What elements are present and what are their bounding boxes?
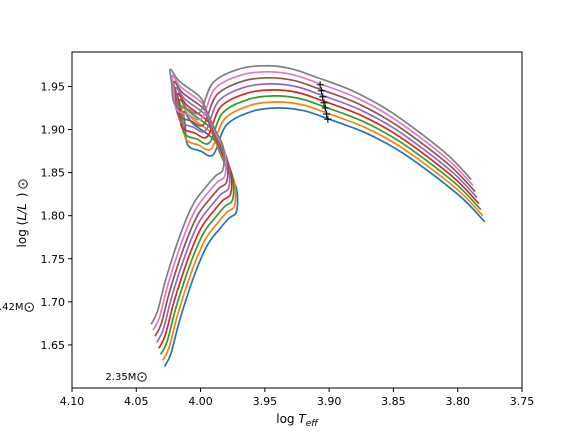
x-tick-label: 4.05 bbox=[124, 395, 149, 408]
mass-annotations: 2.42M 2.35M bbox=[0, 302, 147, 383]
x-axis-label: log Teff bbox=[276, 412, 319, 429]
track-line-5 bbox=[156, 83, 478, 343]
y-tick-label: 1.90 bbox=[41, 124, 66, 137]
x-tick-label: 4.10 bbox=[60, 395, 85, 408]
plus-marker bbox=[324, 115, 332, 123]
track-line-2 bbox=[161, 101, 484, 361]
x-tick-label: 3.90 bbox=[317, 395, 342, 408]
track-line-1 bbox=[163, 107, 486, 367]
plus-marker bbox=[320, 99, 328, 107]
x-tick-label: 4.00 bbox=[188, 395, 213, 408]
sun-symbol-icon bbox=[24, 302, 34, 312]
evolutionary-tracks bbox=[150, 64, 486, 367]
plus-marker bbox=[321, 104, 329, 112]
y-tick-label: 1.95 bbox=[41, 80, 66, 93]
track-markers bbox=[316, 81, 332, 123]
plus-marker bbox=[316, 81, 324, 89]
plus-marker bbox=[317, 87, 325, 95]
sun-symbol-dot bbox=[28, 306, 31, 309]
mass-label: 2.35M bbox=[105, 372, 136, 383]
sun-symbol-icon bbox=[137, 372, 147, 382]
x-tick-label: 3.85 bbox=[381, 395, 406, 408]
y-label-sun-symbol bbox=[18, 179, 28, 189]
x-tick-label: 3.75 bbox=[510, 395, 535, 408]
x-tick-label: 3.80 bbox=[445, 395, 470, 408]
plot-frame bbox=[71, 51, 523, 389]
track-line-8 bbox=[150, 64, 472, 325]
y-tick-label: 1.85 bbox=[41, 167, 66, 180]
track-line-6 bbox=[154, 76, 476, 337]
y-axis-ticks: 1.65 1.70 1.75 1.80 1.85 1.90 1.95 bbox=[41, 80, 72, 352]
x-axis-ticks: 4.10 4.05 4.00 3.95 3.90 3.85 3.80 3.75 bbox=[60, 388, 535, 408]
x-tick-label: 3.95 bbox=[253, 395, 278, 408]
track-line-7 bbox=[152, 70, 474, 331]
y-axis-label: log (L/L) bbox=[15, 193, 29, 248]
plus-marker bbox=[323, 110, 331, 118]
sun-symbol-dot bbox=[141, 376, 143, 378]
track-line-3 bbox=[159, 95, 482, 355]
y-tick-label: 1.70 bbox=[41, 296, 66, 309]
plus-marker bbox=[319, 93, 327, 101]
track-line-4 bbox=[158, 89, 480, 349]
y-tick-label: 1.75 bbox=[41, 253, 66, 266]
mass-label: 2.42M bbox=[0, 302, 24, 313]
y-tick-label: 1.65 bbox=[41, 339, 66, 352]
y-tick-label: 1.80 bbox=[41, 210, 66, 223]
